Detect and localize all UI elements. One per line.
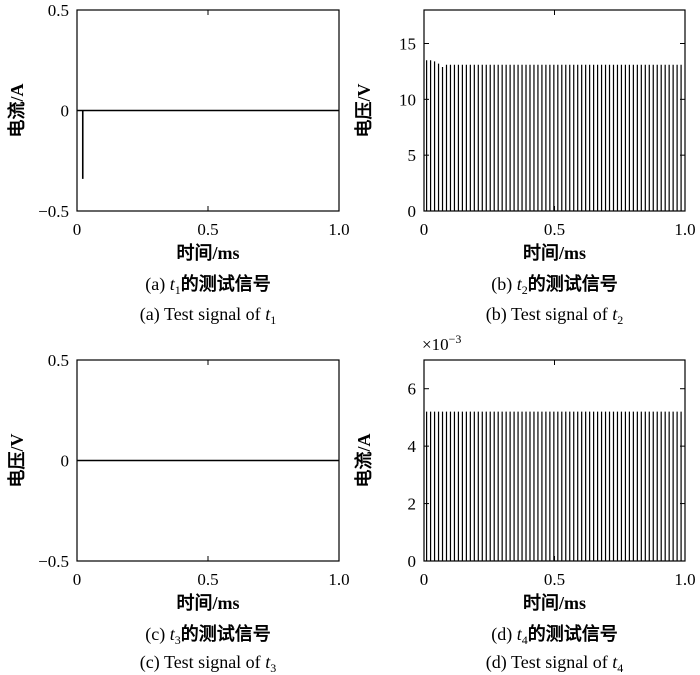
caption-cn-part: (c) — [145, 624, 169, 645]
y-tick-label: 0 — [61, 452, 70, 471]
panel-c: −0.500.50 0.5 1.0电压/V时间/ms(c) t3的测试信号(c) T… — [6, 351, 350, 675]
caption-cn-part: 的测试信号 — [528, 623, 618, 644]
caption-cn-part: 的测试信号 — [181, 623, 271, 644]
caption-cn-part: 的测试信号 — [528, 273, 618, 294]
y-multiplier-exponent: −3 — [449, 332, 462, 346]
caption-cn-part: (b) — [491, 274, 517, 295]
y-tick-label: −0.5 — [38, 202, 69, 221]
caption-en-part: t — [612, 652, 618, 672]
x-tick-label: 0.5 — [544, 570, 565, 589]
caption-cn-part: (a) — [145, 274, 169, 295]
caption-en: (c) Test signal of t3 — [140, 652, 276, 675]
caption-en-part: 1 — [270, 313, 276, 327]
caption-en-part: 4 — [617, 661, 623, 675]
caption-cn-part: t — [170, 274, 176, 294]
x-axis-label: 时间/ms — [177, 593, 240, 613]
x-tick-label: 0 — [73, 220, 82, 239]
y-tick-label: 0 — [61, 102, 70, 121]
y-axis-label: 电流/A — [6, 83, 27, 137]
caption-cn-part: t — [170, 624, 176, 644]
caption-en-part: t — [612, 304, 618, 324]
caption-cn: (d) t4的测试信号 — [491, 623, 618, 647]
caption-cn-part: 1 — [175, 283, 181, 297]
x-tick-label: 0.5 — [544, 220, 565, 239]
y-tick-label: 0.5 — [48, 351, 69, 370]
plot-b — [426, 60, 682, 211]
x-tick-label: 1.0 — [328, 570, 349, 589]
y-tick-label: 0.5 — [48, 1, 69, 20]
y-axis-label: 电压/V — [6, 433, 27, 487]
y-tick-label: 4 — [408, 437, 417, 456]
caption-en: (d) Test signal of t4 — [486, 652, 623, 675]
caption-cn-part: t — [517, 624, 523, 644]
caption-cn: (a) t1的测试信号 — [145, 273, 271, 297]
y-axis-label: 电流/A — [353, 433, 374, 487]
caption-en: (a) Test signal of t1 — [140, 304, 276, 327]
y-tick-label: 0 — [408, 202, 417, 221]
caption-en-part: t — [265, 652, 271, 672]
caption-en-part: t — [265, 304, 271, 324]
y-tick-label: 2 — [408, 495, 417, 514]
y-tick-label: 5 — [408, 146, 417, 165]
x-axis-label: 时间/ms — [177, 243, 240, 263]
y-tick-label: 0 — [408, 552, 417, 571]
y-multiplier: ×10−3 — [422, 332, 461, 354]
caption-cn-part: 的测试信号 — [181, 273, 271, 294]
x-tick-label: 0.5 — [197, 220, 218, 239]
caption-en-part: (d) Test signal of — [486, 652, 612, 673]
caption-en-part: 3 — [270, 661, 276, 675]
y-tick-label: 10 — [399, 90, 416, 109]
caption-cn-part: 2 — [522, 283, 528, 297]
y-tick-label: −0.5 — [38, 552, 69, 571]
caption-cn: (c) t3的测试信号 — [145, 623, 271, 647]
caption-en-part: (c) Test signal of — [140, 652, 265, 673]
plot-d — [426, 411, 682, 561]
caption-cn: (b) t2的测试信号 — [491, 273, 618, 297]
plot-a — [77, 109, 339, 179]
x-axis-label: 时间/ms — [523, 593, 586, 613]
x-tick-label: 1.0 — [328, 220, 349, 239]
panel-a: −0.500.50 0.5 1.0电流/A时间/ms(a) t1的测试信号(a) T… — [6, 1, 350, 327]
caption-en-part: (a) Test signal of — [140, 304, 265, 325]
caption-cn-part: (d) — [491, 624, 517, 645]
y-tick-label: 6 — [408, 380, 417, 399]
caption-cn-part: 3 — [175, 633, 181, 647]
caption-en: (b) Test signal of t2 — [486, 304, 623, 327]
x-axis-label: 时间/ms — [523, 243, 586, 263]
x-tick-label: 1.0 — [674, 220, 695, 239]
y-tick-label: 15 — [399, 35, 416, 54]
x-tick-label: 0 — [73, 570, 82, 589]
caption-cn-part: t — [517, 274, 523, 294]
x-tick-label: 0 — [420, 220, 429, 239]
caption-en-part: 2 — [617, 313, 623, 327]
x-tick-label: 1.0 — [674, 570, 695, 589]
x-tick-label: 0.5 — [197, 570, 218, 589]
caption-cn-part: 4 — [522, 633, 528, 647]
caption-en-part: (b) Test signal of — [486, 304, 612, 325]
x-tick-label: 0 — [420, 570, 429, 589]
y-axis-label: 电压/V — [353, 83, 374, 137]
